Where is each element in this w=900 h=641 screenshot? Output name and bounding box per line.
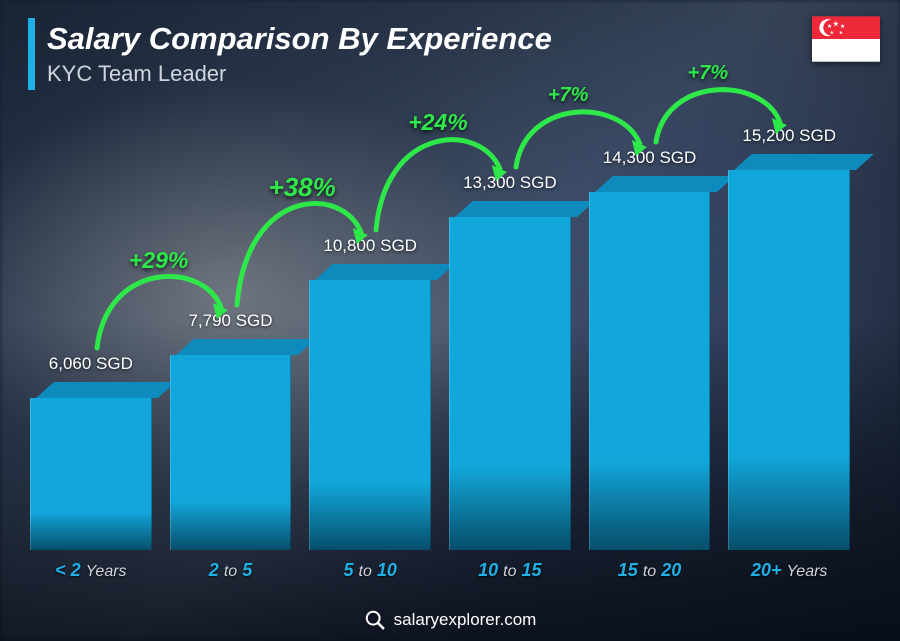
bar-value-label: 6,060 SGD bbox=[49, 354, 133, 374]
bar-top-face bbox=[455, 201, 594, 217]
footer: salaryexplorer.com bbox=[0, 609, 900, 631]
bar-group: 7,790 SGD 2 to 5 bbox=[170, 311, 292, 581]
bar bbox=[728, 154, 850, 550]
change-pct-label: +38% bbox=[269, 172, 336, 203]
bar-group: 13,300 SGD 10 to 15 bbox=[449, 173, 571, 581]
bar-chart: 6,060 SGD < 2 Years 7,790 SGD 2 to 5 10,… bbox=[30, 120, 850, 581]
bar-top-face bbox=[734, 154, 873, 170]
bar-top-face bbox=[315, 264, 454, 280]
bar-group: 14,300 SGD 15 to 20 bbox=[589, 148, 711, 581]
bar-value-label: 13,300 SGD bbox=[463, 173, 557, 193]
bar-front-face bbox=[30, 398, 152, 550]
change-pct-label: +7% bbox=[548, 84, 589, 107]
change-pct-label: +7% bbox=[688, 62, 729, 85]
bar-top-face bbox=[176, 339, 315, 355]
change-pct-label: +24% bbox=[408, 109, 467, 136]
bar bbox=[589, 176, 711, 550]
bar-front-face bbox=[309, 280, 431, 550]
bar-value-label: 7,790 SGD bbox=[188, 311, 272, 331]
bar-group: 6,060 SGD < 2 Years bbox=[30, 354, 152, 581]
bar-front-face bbox=[170, 355, 292, 550]
title-text: Salary Comparison By Experience KYC Team… bbox=[47, 21, 552, 87]
bar-top-face bbox=[36, 382, 175, 398]
change-pct-label: +29% bbox=[129, 247, 188, 274]
bar bbox=[449, 201, 571, 550]
title-accent-bar bbox=[28, 18, 35, 90]
title-block: Salary Comparison By Experience KYC Team… bbox=[28, 18, 552, 90]
bar-group: 10,800 SGD 5 to 10 bbox=[309, 236, 431, 581]
bar-category-label: 20+ Years bbox=[751, 560, 827, 581]
bar-category-label: 15 to 20 bbox=[618, 560, 681, 581]
bar-value-label: 14,300 SGD bbox=[603, 148, 697, 168]
bar bbox=[309, 264, 431, 550]
page-subtitle: KYC Team Leader bbox=[47, 61, 552, 87]
country-flag-icon bbox=[812, 16, 880, 62]
bar-front-face bbox=[449, 217, 571, 550]
bar-category-label: 2 to 5 bbox=[209, 560, 252, 581]
footer-text: salaryexplorer.com bbox=[394, 610, 537, 630]
bar-front-face bbox=[589, 192, 711, 550]
magnify-icon bbox=[364, 609, 386, 631]
bar-group: 15,200 SGD 20+ Years bbox=[728, 126, 850, 581]
bar-category-label: 5 to 10 bbox=[343, 560, 396, 581]
bar-front-face bbox=[728, 170, 850, 550]
bar bbox=[170, 339, 292, 550]
bar-category-label: < 2 Years bbox=[55, 560, 126, 581]
bar-category-label: 10 to 15 bbox=[478, 560, 541, 581]
bar-value-label: 15,200 SGD bbox=[742, 126, 836, 146]
bar-top-face bbox=[595, 176, 734, 192]
content-root: Salary Comparison By Experience KYC Team… bbox=[0, 0, 900, 641]
bar bbox=[30, 382, 152, 550]
bar-value-label: 10,800 SGD bbox=[323, 236, 417, 256]
page-title: Salary Comparison By Experience bbox=[47, 21, 552, 57]
